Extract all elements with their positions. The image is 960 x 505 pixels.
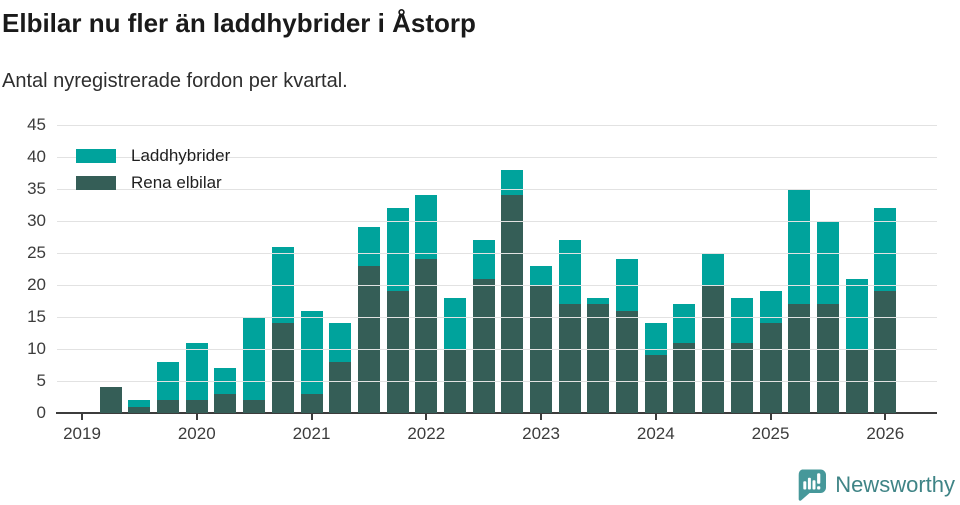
brand-footer: Newsworthy <box>795 468 955 502</box>
legend-swatch-laddhybrider <box>76 148 116 163</box>
y-axis-label: 0 <box>36 403 46 422</box>
y-axis-label: 15 <box>27 307 46 326</box>
y-gridline <box>57 124 937 126</box>
bar-segment-laddhybrider <box>702 253 725 285</box>
bar-segment-rena-elbilar <box>816 304 839 413</box>
bar-segment-rena-elbilar <box>501 195 524 413</box>
bar-segment-laddhybrider <box>472 240 495 279</box>
bar-segment-rena-elbilar <box>243 400 266 413</box>
bar-segment-rena-elbilar <box>386 291 409 413</box>
x-axis-label: 2023 <box>522 424 560 443</box>
bar-segment-rena-elbilar <box>616 310 639 413</box>
newsworthy-logo-icon <box>798 469 827 501</box>
bar-segment-laddhybrider <box>128 400 151 407</box>
bar-segment-rena-elbilar <box>644 355 667 413</box>
x-axis-label: 2021 <box>292 424 331 443</box>
x-axis-tick <box>81 414 83 420</box>
bar-segment-laddhybrider <box>587 297 610 305</box>
bar-segment-laddhybrider <box>357 227 380 266</box>
bar-segment-laddhybrider <box>530 265 553 285</box>
y-axis-label: 40 <box>27 147 46 166</box>
legend: Laddhybrider Rena elbilar <box>76 142 230 196</box>
brand-name: Newsworthy <box>835 472 955 497</box>
bar-segment-laddhybrider <box>845 278 868 349</box>
x-axis-tick <box>425 414 428 420</box>
legend-item-laddhybrider: Laddhybrider <box>76 142 230 169</box>
bar-segment-rena-elbilar <box>157 400 180 413</box>
x-axis-label: 2026 <box>866 424 905 443</box>
bar-segment-laddhybrider <box>415 195 438 260</box>
bar-segment-laddhybrider <box>501 169 524 196</box>
y-axis-label: 20 <box>27 275 46 294</box>
x-axis-tick <box>195 414 198 420</box>
bar-segment-rena-elbilar <box>472 278 495 413</box>
bar-segment-laddhybrider <box>874 208 897 292</box>
bar-segment-laddhybrider <box>673 304 696 343</box>
bar-segment-rena-elbilar <box>415 259 438 413</box>
y-axis-label: 5 <box>36 371 46 390</box>
y-gridline <box>57 220 937 222</box>
bar-segment-laddhybrider <box>185 342 208 401</box>
x-axis-line <box>56 412 937 414</box>
x-axis-tick <box>310 414 313 420</box>
bar-segment-laddhybrider <box>558 240 581 305</box>
x-axis-label: 2024 <box>636 424 675 443</box>
x-axis-label: 2022 <box>407 424 446 443</box>
bar-segment-rena-elbilar <box>558 304 581 413</box>
bar-segment-laddhybrider <box>730 297 753 343</box>
y-axis-label: 25 <box>27 243 46 262</box>
x-axis-tick <box>654 414 657 420</box>
y-axis-label: 45 <box>27 115 46 134</box>
bar-segment-rena-elbilar <box>788 304 811 413</box>
bar-segment-rena-elbilar <box>759 323 782 413</box>
bar-segment-rena-elbilar <box>730 342 753 413</box>
bar-segment-rena-elbilar <box>99 387 122 413</box>
x-axis-tick <box>769 414 772 420</box>
bar-segment-laddhybrider <box>816 221 839 305</box>
x-axis-label: 2019 <box>63 424 101 443</box>
y-gridline <box>57 316 937 318</box>
chart-subtitle: Antal nyregistrerade fordon per kvartal. <box>2 70 348 92</box>
bar-segment-rena-elbilar <box>185 400 208 413</box>
legend-label-laddhybrider: Laddhybrider <box>131 145 231 165</box>
bar-segment-laddhybrider <box>443 297 466 349</box>
bar-segment-laddhybrider <box>788 189 811 305</box>
legend-item-rena-elbilar: Rena elbilar <box>76 169 230 196</box>
y-gridline <box>57 348 937 350</box>
x-axis-tick <box>540 414 543 420</box>
y-axis-label: 35 <box>27 179 46 198</box>
x-axis-label: 2020 <box>177 424 216 443</box>
y-gridline <box>57 156 937 158</box>
bar-segment-laddhybrider <box>759 291 782 324</box>
bar-segment-rena-elbilar <box>587 304 610 413</box>
x-axis-label: 2025 <box>751 424 790 443</box>
y-gridline <box>57 188 937 190</box>
y-gridline <box>57 284 937 286</box>
y-gridline <box>57 380 937 382</box>
x-axis-tick <box>884 414 887 420</box>
bar-segment-rena-elbilar <box>329 361 352 413</box>
bar-segment-rena-elbilar <box>673 342 696 413</box>
bar-segment-rena-elbilar <box>357 265 380 413</box>
bar-segment-laddhybrider <box>300 310 323 394</box>
y-axis-label: 30 <box>27 211 46 230</box>
y-gridline <box>57 252 937 254</box>
y-axis-label: 10 <box>27 339 46 358</box>
bar-segment-rena-elbilar <box>300 393 323 413</box>
legend-label-rena-elbilar: Rena elbilar <box>131 172 222 192</box>
bar-segment-laddhybrider <box>644 323 667 356</box>
bar-segment-rena-elbilar <box>271 323 294 413</box>
bar-segment-laddhybrider <box>243 317 266 401</box>
bar-segment-laddhybrider <box>329 323 352 362</box>
bar-segment-laddhybrider <box>386 208 409 292</box>
bar-segment-rena-elbilar <box>214 393 237 413</box>
bar-segment-rena-elbilar <box>128 406 151 413</box>
bar-segment-rena-elbilar <box>874 291 897 413</box>
chart-title: Elbilar nu fler än laddhybrider i Åstorp <box>2 8 476 38</box>
legend-swatch-rena-elbilar <box>76 175 116 190</box>
